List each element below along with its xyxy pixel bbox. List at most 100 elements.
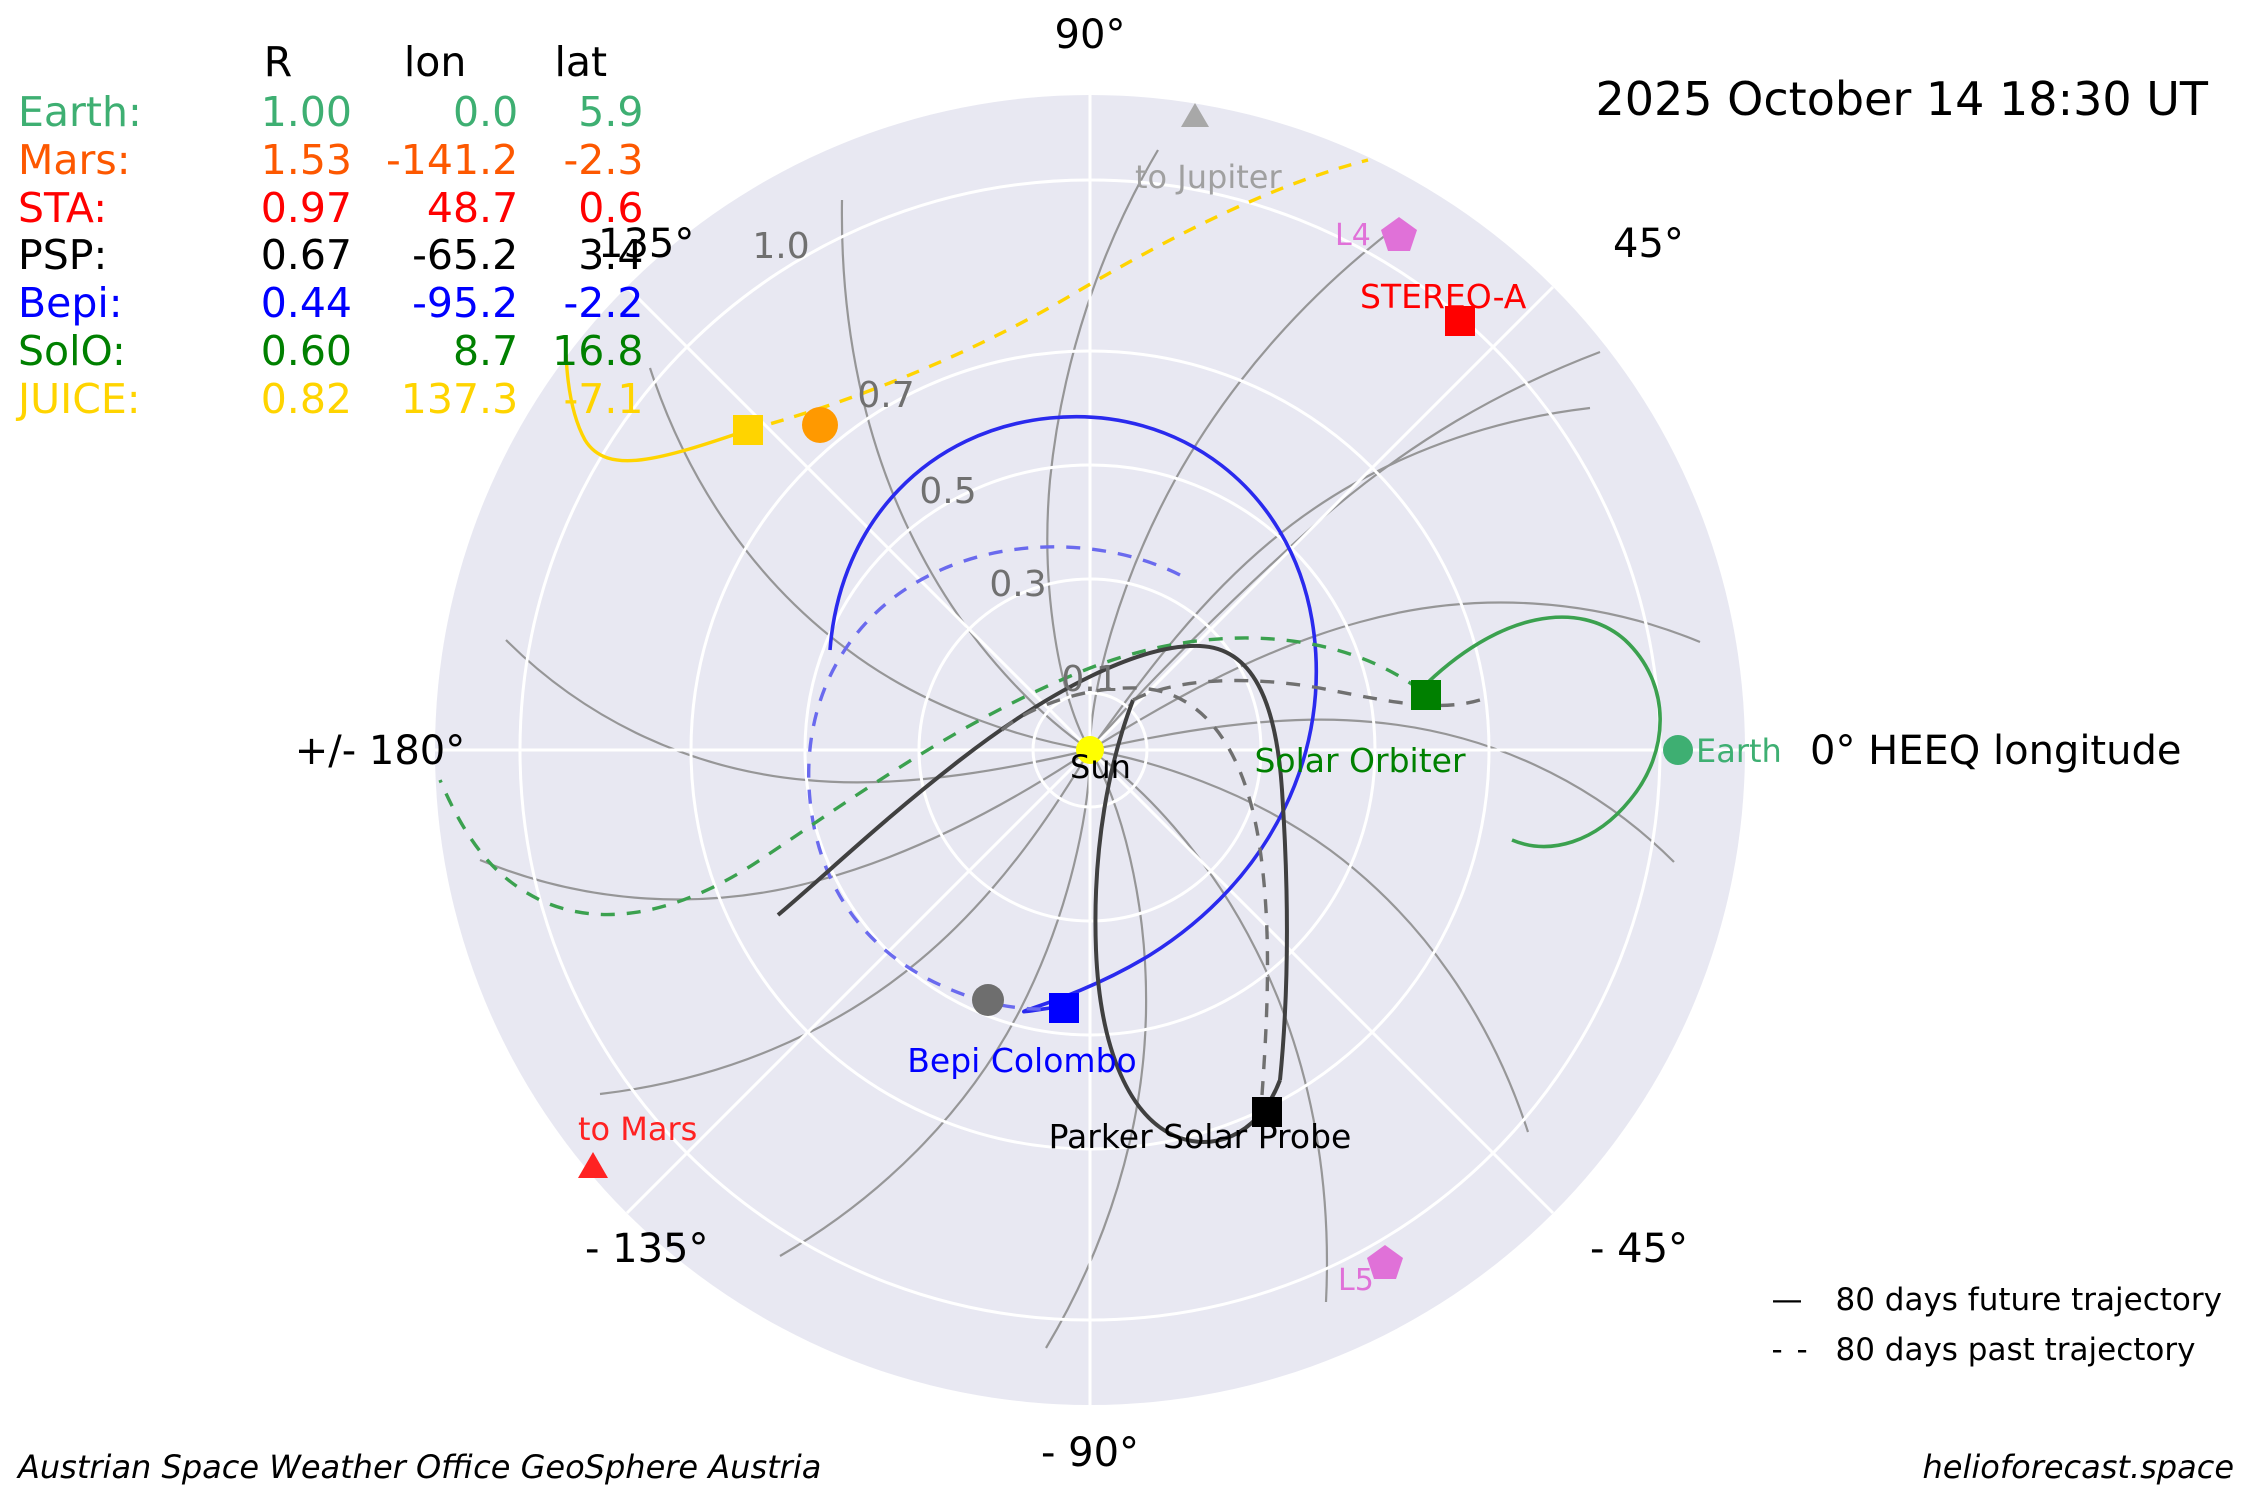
angular-tick-labels: 90° 45° 0° HEEQ longitude - 45° - 90° - … (295, 12, 2182, 1476)
table-row: Earth: 1.00 0.0 5.9 (18, 89, 643, 137)
solar-orbiter-marker (1411, 680, 1441, 710)
parker-spiral-lines (479, 149, 1701, 1349)
row-r-solo: 0.60 (260, 327, 352, 376)
row-r-psp: 0.67 (260, 231, 352, 280)
row-r-sta: 0.97 (260, 183, 352, 232)
row-lat-sta: 0.6 (578, 183, 644, 232)
angular-gridlines (435, 95, 1745, 1405)
row-r-mars: 1.53 (260, 135, 352, 184)
row-lon-juice: 137.3 (400, 374, 519, 423)
bepi-colombo-marker (1049, 993, 1079, 1023)
l5-marker (1367, 1245, 1403, 1279)
bepi-future (828, 415, 1319, 1014)
trajectory-solo (438, 615, 1662, 917)
angle-label-m45: - 45° (1590, 1226, 1688, 1272)
row-label-mars: Mars: (18, 135, 131, 184)
row-r-earth: 1.00 (260, 88, 352, 136)
to-jupiter-label: to Jupiter (1135, 158, 1282, 196)
radial-tick-1: 1.0 (752, 226, 809, 267)
parker-solar-probe-label: Parker Solar Probe (1049, 1117, 1352, 1156)
row-lon-mars: -141.2 (386, 135, 519, 184)
table-row: Bepi: 0.44 -95.2 -2.2 (18, 280, 643, 328)
angle-label-45: 45° (1613, 221, 1684, 267)
page-title: 2025 October 14 18:30 UT (1595, 72, 2208, 126)
header-lat: lat (554, 38, 608, 86)
header-blank (18, 38, 204, 89)
row-r-juice: 0.82 (260, 374, 352, 423)
table-row: PSP: 0.67 -65.2 3.4 (18, 232, 643, 280)
legend-label-future: 80 days future trajectory (1835, 1282, 2222, 1318)
l4-marker (1381, 217, 1417, 251)
row-r-bepi: 0.44 (260, 279, 352, 328)
angle-label-m135: - 135° (585, 1226, 709, 1272)
sun-label: Sun (1070, 748, 1131, 786)
bepi-colombo-label: Bepi Colombo (907, 1041, 1136, 1080)
solid-line-icon: — (1771, 1282, 1805, 1318)
l5-label: L5 (1338, 1263, 1374, 1298)
earth-marker (1663, 735, 1693, 765)
l4-label: L4 (1335, 218, 1371, 253)
sun-marker (1076, 736, 1104, 764)
radial-tick-2: 0.7 (857, 375, 914, 416)
header-r: R (263, 38, 293, 86)
row-lon-psp: -65.2 (412, 231, 519, 280)
psp-future (776, 643, 1289, 1081)
row-label-bepi: Bepi: (18, 279, 123, 328)
to-mars-label: to Mars (578, 1110, 697, 1148)
to-jupiter-marker (1181, 103, 1209, 127)
row-lat-mars: -2.3 (563, 135, 644, 184)
radial-tick-4: 0.3 (989, 564, 1046, 605)
stereo-a-label: STEREO-A (1360, 277, 1527, 316)
body-positions-table: R lon lat Earth: 1.00 0.0 5.9 Mars: 1.53… (18, 38, 643, 424)
legend-item-past: - - 80 days past trajectory (1771, 1332, 2222, 1368)
legend-label-past: 80 days past trajectory (1835, 1332, 2196, 1368)
solo-past (438, 636, 1422, 917)
row-label-sta: STA: (18, 183, 108, 232)
psp-past (998, 686, 1270, 1096)
stereo-a-marker (1445, 306, 1475, 336)
row-label-earth: Earth: (18, 88, 142, 136)
row-lon-earth: 0.0 (452, 88, 519, 136)
table-row: STA: 0.97 48.7 0.6 (18, 185, 643, 233)
mercury-marker (972, 984, 1004, 1016)
radial-tick-labels: 1.0 0.7 0.5 0.3 0.1 (752, 226, 1118, 700)
legend-item-future: — 80 days future trajectory (1771, 1282, 2222, 1318)
solo-future (1418, 615, 1662, 849)
to-mars-marker (578, 1152, 608, 1178)
trajectory-legend: — 80 days future trajectory - - 80 days … (1771, 1282, 2222, 1382)
venus-marker (802, 407, 838, 443)
solar-orbiter-label: Solar Orbiter (1254, 741, 1465, 780)
table-row: Mars: 1.53 -141.2 -2.3 (18, 137, 643, 185)
angle-label-0: 0° HEEQ longitude (1810, 728, 2181, 774)
angle-label-180: +/- 180° (295, 728, 466, 774)
psp-future-2 (1093, 699, 1282, 1144)
row-lon-bepi: -95.2 (412, 279, 519, 328)
trajectory-psp (776, 643, 1481, 1144)
radial-tick-5: 0.1 (1061, 659, 1118, 700)
table-row: SolO: 0.60 8.7 16.8 (18, 328, 643, 376)
row-lon-solo: 8.7 (452, 327, 519, 376)
row-label-solo: SolO: (18, 327, 126, 376)
header-lon: lon (403, 38, 467, 86)
row-label-psp: PSP: (18, 231, 108, 280)
row-lat-earth: 5.9 (578, 88, 644, 136)
earth-label: Earth (1696, 732, 1782, 770)
parker-solar-probe-marker (1252, 1097, 1282, 1127)
footer-organization: Austrian Space Weather Office GeoSphere … (18, 1448, 822, 1486)
juice-past (747, 158, 1369, 432)
angle-label-135: 135° (598, 221, 694, 267)
angle-label-90: 90° (1055, 12, 1126, 58)
dashed-line-icon: - - (1771, 1332, 1810, 1368)
row-lat-juice: -7.1 (563, 374, 644, 423)
radial-tick-3: 0.5 (919, 471, 976, 512)
row-lat-bepi: -2.2 (563, 279, 644, 328)
footer-website[interactable]: helioforecast.space (1922, 1448, 2234, 1486)
row-label-juice: JUICE: (18, 374, 141, 423)
row-lat-psp: 3.4 (578, 231, 644, 280)
juice-marker (733, 415, 763, 445)
angle-label-m90: - 90° (1041, 1430, 1139, 1476)
table-row: JUICE: 0.82 137.3 -7.1 (18, 376, 643, 424)
row-lat-solo: 16.8 (552, 327, 644, 376)
